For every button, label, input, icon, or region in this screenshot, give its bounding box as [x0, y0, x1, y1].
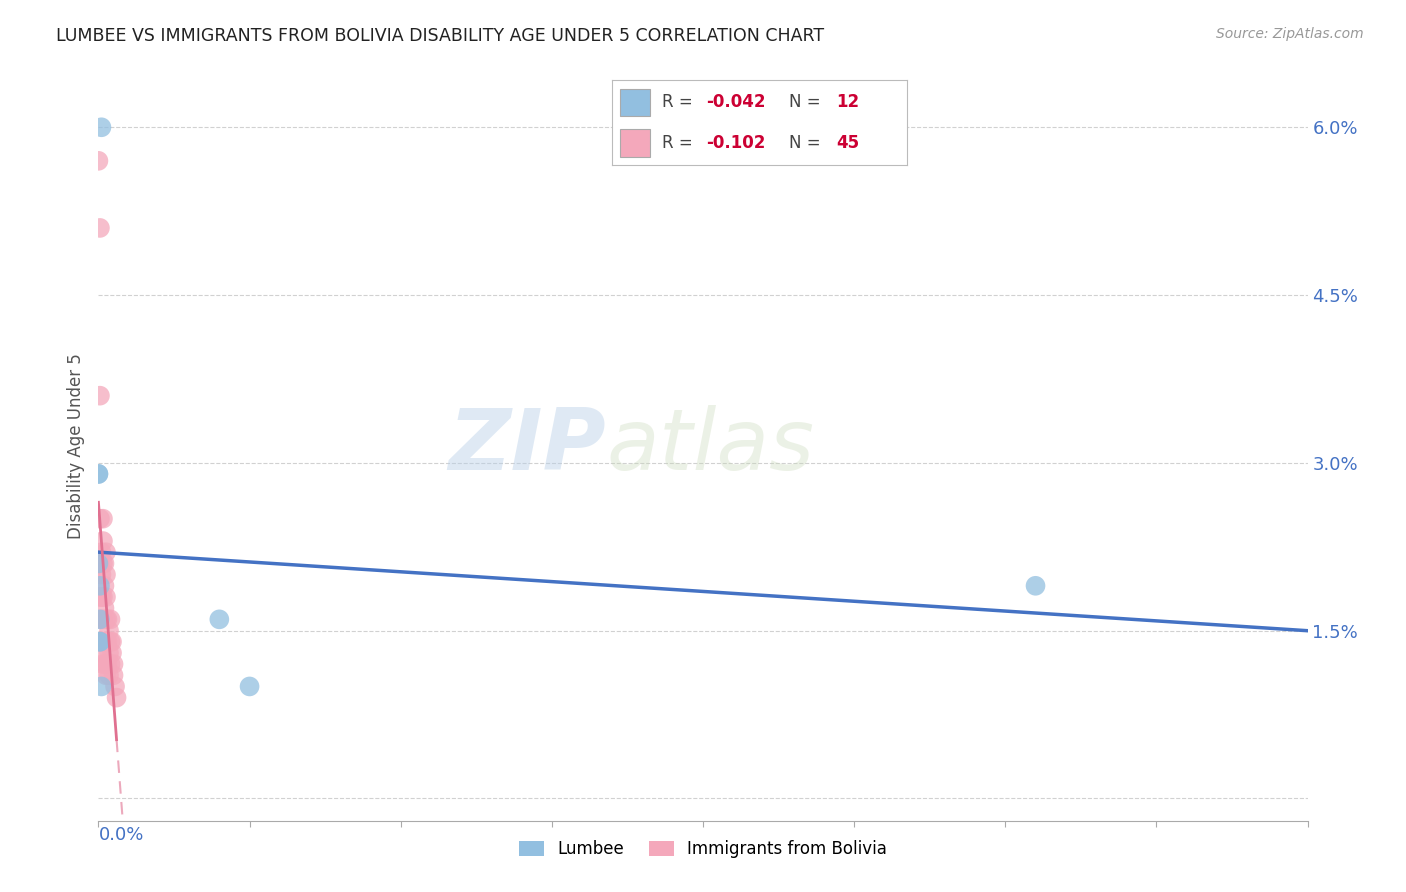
Text: N =: N =: [789, 134, 825, 152]
Point: [98, 646, 121, 660]
Point: [89, 634, 111, 648]
Point: [94, 567, 117, 582]
Point: [103, 668, 125, 682]
Point: [91, 557, 114, 571]
Text: Source: ZipAtlas.com: Source: ZipAtlas.com: [1216, 27, 1364, 41]
Point: [98, 624, 121, 638]
Point: [87, 557, 110, 571]
Point: [89, 221, 111, 235]
Text: ZIP: ZIP: [449, 404, 606, 488]
Text: R =: R =: [662, 94, 697, 112]
Point: [93, 601, 115, 615]
Point: [89, 389, 111, 403]
Point: [90, 567, 112, 582]
Point: [90, 646, 112, 660]
Legend: Lumbee, Immigrants from Bolivia: Lumbee, Immigrants from Bolivia: [512, 833, 894, 864]
Point: [89, 612, 111, 626]
Point: [1024, 579, 1046, 593]
Text: 0.0%: 0.0%: [98, 826, 143, 844]
Point: [89, 557, 111, 571]
Point: [96, 657, 118, 671]
Point: [101, 646, 124, 660]
Point: [96, 612, 118, 626]
Point: [90, 590, 112, 604]
Point: [94, 634, 117, 648]
Text: LUMBEE VS IMMIGRANTS FROM BOLIVIA DISABILITY AGE UNDER 5 CORRELATION CHART: LUMBEE VS IMMIGRANTS FROM BOLIVIA DISABI…: [56, 27, 824, 45]
Text: R =: R =: [662, 134, 697, 152]
Point: [89, 590, 111, 604]
Text: 45: 45: [837, 134, 859, 152]
Point: [87, 467, 110, 481]
FancyBboxPatch shape: [620, 129, 650, 157]
Point: [91, 534, 114, 549]
Point: [208, 612, 231, 626]
Text: atlas: atlas: [606, 404, 814, 488]
Point: [91, 511, 114, 525]
Point: [239, 680, 262, 694]
Point: [90, 612, 112, 626]
Point: [98, 668, 121, 682]
Point: [91, 590, 114, 604]
Point: [93, 579, 115, 593]
Point: [105, 690, 128, 705]
Point: [87, 153, 110, 168]
Point: [94, 545, 117, 559]
Text: -0.042: -0.042: [706, 94, 766, 112]
Point: [89, 634, 111, 648]
Y-axis label: Disability Age Under 5: Disability Age Under 5: [66, 353, 84, 539]
Text: N =: N =: [789, 94, 825, 112]
Point: [91, 612, 114, 626]
Point: [100, 634, 122, 648]
Point: [91, 657, 114, 671]
Point: [93, 634, 115, 648]
Point: [90, 545, 112, 559]
FancyBboxPatch shape: [620, 89, 650, 116]
Point: [89, 579, 111, 593]
Point: [94, 657, 117, 671]
Point: [100, 612, 122, 626]
Point: [94, 590, 117, 604]
Point: [87, 467, 110, 481]
Point: [90, 120, 112, 135]
Point: [93, 557, 115, 571]
Point: [91, 634, 114, 648]
Point: [101, 634, 124, 648]
Point: [100, 657, 122, 671]
Point: [89, 511, 111, 525]
Text: -0.102: -0.102: [706, 134, 765, 152]
Point: [103, 657, 125, 671]
Point: [96, 634, 118, 648]
Text: 12: 12: [837, 94, 859, 112]
Point: [94, 612, 117, 626]
Point: [94, 668, 117, 682]
Point: [104, 680, 127, 694]
Point: [90, 680, 112, 694]
Point: [89, 634, 111, 648]
